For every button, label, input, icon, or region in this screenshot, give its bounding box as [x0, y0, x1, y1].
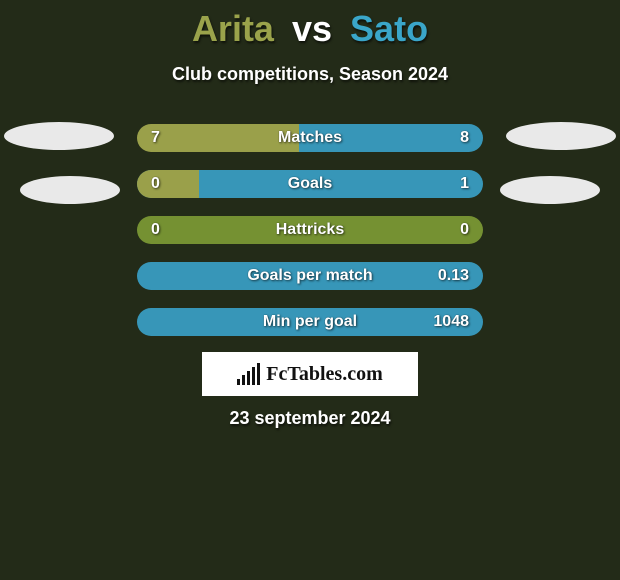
page-title: Arita vs Sato [0, 0, 620, 50]
stat-row: Goals per match0.13 [137, 262, 483, 290]
stat-value-right: 1 [460, 170, 469, 198]
stat-row: Min per goal1048 [137, 308, 483, 336]
stat-value-right: 1048 [433, 308, 469, 336]
player2-name: Sato [350, 8, 428, 49]
player2-crest-plate-bottom [500, 176, 600, 204]
stat-value-right: 0 [460, 216, 469, 244]
player2-crest-plate-top [506, 122, 616, 150]
player1-crest-plate-bottom [20, 176, 120, 204]
stat-value-right: 8 [460, 124, 469, 152]
logo-box: FcTables.com [202, 352, 418, 396]
stat-value-left: 7 [151, 124, 160, 152]
logo-text: FcTables.com [266, 363, 382, 386]
stat-value-left: 0 [151, 170, 160, 198]
logo-bars-icon [237, 363, 260, 385]
subtitle: Club competitions, Season 2024 [0, 64, 620, 85]
stat-label: Matches [137, 124, 483, 152]
stat-label: Hattricks [137, 216, 483, 244]
stat-value-left: 0 [151, 216, 160, 244]
player1-crest-plate-top [4, 122, 114, 150]
date-text: 23 september 2024 [0, 408, 620, 429]
player1-name: Arita [192, 8, 274, 49]
stat-label: Goals per match [137, 262, 483, 290]
stat-label: Min per goal [137, 308, 483, 336]
comparison-rows: Matches78Goals01Hattricks00Goals per mat… [137, 124, 483, 354]
stat-value-right: 0.13 [438, 262, 469, 290]
vs-text: vs [292, 8, 332, 49]
stat-label: Goals [137, 170, 483, 198]
stat-row: Matches7 8 [137, 124, 483, 152]
stat-row: Hattricks0 0 [137, 216, 483, 244]
stat-row: Goals0 1 [137, 170, 483, 198]
